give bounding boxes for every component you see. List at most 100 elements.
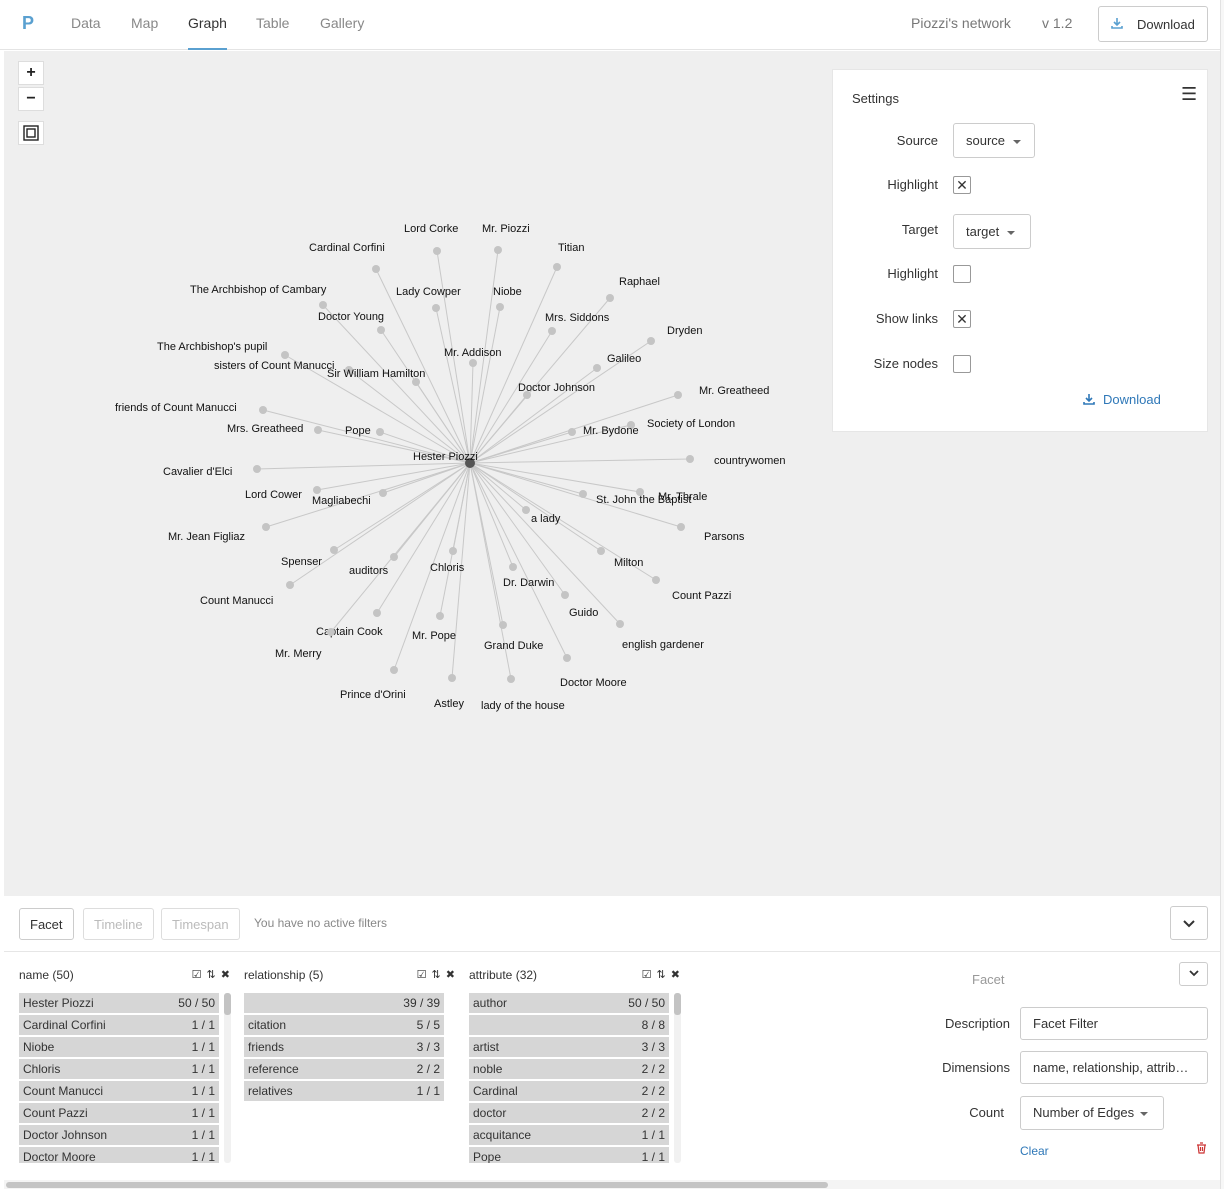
collapse-filters-button[interactable] — [1170, 906, 1208, 940]
graph-node[interactable] — [563, 654, 571, 662]
graph-node[interactable] — [593, 364, 601, 372]
sort-icon[interactable]: ⇅ — [431, 969, 442, 981]
graph-node[interactable] — [330, 546, 338, 554]
graph-node[interactable] — [507, 675, 515, 683]
graph-node[interactable] — [499, 621, 507, 629]
close-icon[interactable]: ✖ — [445, 969, 456, 981]
dimension-list[interactable]: Hester Piozzi 50 / 50 Cardinal Corfini 1 / … — [19, 993, 219, 1163]
graph-node[interactable] — [281, 351, 289, 359]
tab-gallery[interactable]: Gallery — [320, 15, 365, 31]
graph-node[interactable] — [469, 359, 477, 367]
graph-node[interactable] — [553, 263, 561, 271]
graph-node[interactable] — [314, 426, 322, 434]
graph-node[interactable] — [262, 523, 270, 531]
count-select[interactable]: Number of Edges — [1020, 1096, 1164, 1130]
list-item[interactable]: Cardinal Corfini 1 / 1 — [19, 1015, 219, 1035]
tab-map[interactable]: Map — [131, 15, 159, 31]
list-item[interactable]: Count Pazzi 1 / 1 — [19, 1103, 219, 1123]
network-graph[interactable]: Lord Corke Mr. Piozzi Cardinal Corfini Titi… — [4, 51, 832, 896]
list-item[interactable]: Count Manucci 1 / 1 — [19, 1081, 219, 1101]
dimension-tools[interactable]: ☑ ⇅ ✖ — [642, 968, 681, 981]
list-item[interactable]: artist 3 / 3 — [469, 1037, 669, 1057]
highlight-target-checkbox[interactable] — [953, 265, 971, 283]
graph-node[interactable] — [494, 246, 502, 254]
tab-data[interactable]: Data — [71, 15, 101, 31]
graph-node[interactable] — [522, 506, 530, 514]
list-item[interactable]: friends 3 / 3 — [244, 1037, 444, 1057]
list-item[interactable]: noble 2 / 2 — [469, 1059, 669, 1079]
graph-node[interactable] — [327, 628, 335, 636]
graph-node[interactable] — [579, 490, 587, 498]
list-item[interactable]: Doctor Johnson 1 / 1 — [19, 1125, 219, 1145]
show-links-checkbox[interactable]: ✕ — [953, 310, 971, 328]
graph-node[interactable] — [449, 547, 457, 555]
dimension-list[interactable]: 39 / 39 citation 5 / 5 friends 3 / 3 referenc… — [244, 993, 444, 1163]
graph-node[interactable] — [686, 455, 694, 463]
list-item[interactable]: author 50 / 50 — [469, 993, 669, 1013]
graph-center-node[interactable] — [465, 458, 475, 468]
graph-node[interactable] — [606, 294, 614, 302]
list-scrollbar[interactable] — [224, 993, 231, 1163]
graph-node[interactable] — [647, 337, 655, 345]
graph-node[interactable] — [319, 301, 327, 309]
tab-graph[interactable]: Graph — [188, 15, 227, 50]
dimension-tools[interactable]: ☑ ⇅ ✖ — [417, 968, 456, 981]
graph-node[interactable] — [433, 247, 441, 255]
horizontal-scrollbar-thumb[interactable] — [6, 1182, 828, 1188]
graph-node[interactable] — [286, 581, 294, 589]
select-all-icon[interactable]: ☑ — [191, 969, 203, 981]
list-item[interactable]: Doctor Moore 1 / 1 — [19, 1147, 219, 1163]
close-icon[interactable]: ✖ — [220, 969, 231, 981]
graph-node[interactable] — [313, 486, 321, 494]
graph-node[interactable] — [636, 488, 644, 496]
select-all-icon[interactable]: ☑ — [641, 969, 653, 981]
graph-node[interactable] — [652, 576, 660, 584]
list-scrollbar-thumb[interactable] — [224, 993, 231, 1015]
graph-node[interactable] — [253, 465, 261, 473]
graph-node[interactable] — [259, 406, 267, 414]
fit-view-button[interactable] — [18, 121, 44, 145]
sort-icon[interactable]: ⇅ — [206, 969, 217, 981]
list-item[interactable]: acquitance 1 / 1 — [469, 1125, 669, 1145]
graph-node[interactable] — [412, 378, 420, 386]
list-item[interactable]: citation 5 / 5 — [244, 1015, 444, 1035]
graph-node[interactable] — [496, 303, 504, 311]
list-item[interactable]: 39 / 39 — [244, 993, 444, 1013]
graph-node[interactable] — [376, 428, 384, 436]
graph-node[interactable] — [372, 265, 380, 273]
zoom-in-button[interactable]: + — [18, 61, 44, 85]
graph-node[interactable] — [377, 326, 385, 334]
graph-node[interactable] — [432, 304, 440, 312]
graph-node[interactable] — [373, 609, 381, 617]
tab-timespan[interactable]: Timespan — [161, 908, 240, 940]
clear-link[interactable]: Clear — [1020, 1144, 1049, 1158]
list-item[interactable]: Hester Piozzi 50 / 50 — [19, 993, 219, 1013]
tab-table[interactable]: Table — [256, 15, 290, 31]
trash-icon[interactable] — [1196, 1142, 1207, 1157]
graph-node[interactable] — [436, 612, 444, 620]
graph-node[interactable] — [616, 620, 624, 628]
list-item[interactable]: 8 / 8 — [469, 1015, 669, 1035]
download-button[interactable]: Download — [1098, 6, 1208, 42]
list-scrollbar-thumb[interactable] — [674, 993, 681, 1015]
size-nodes-checkbox[interactable] — [953, 355, 971, 373]
graph-node[interactable] — [390, 553, 398, 561]
close-icon[interactable]: ✖ — [670, 969, 681, 981]
zoom-out-button[interactable]: − — [18, 87, 44, 111]
app-logo[interactable]: P — [22, 13, 35, 33]
graph-node[interactable] — [561, 591, 569, 599]
graph-node[interactable] — [523, 391, 531, 399]
list-item[interactable]: Cardinal 2 / 2 — [469, 1081, 669, 1101]
project-title[interactable]: Piozzi's network — [911, 15, 1011, 31]
dimension-tools[interactable]: ☑ ⇅ ✖ — [192, 968, 231, 981]
select-all-icon[interactable]: ☑ — [416, 969, 428, 981]
tab-timeline[interactable]: Timeline — [83, 908, 154, 940]
description-input[interactable]: Facet Filter — [1020, 1007, 1208, 1040]
list-item[interactable]: Pope 1 / 1 — [469, 1147, 669, 1163]
list-item[interactable]: relatives 1 / 1 — [244, 1081, 444, 1101]
graph-node[interactable] — [345, 366, 353, 374]
graph-node[interactable] — [509, 563, 517, 571]
highlight-source-checkbox[interactable]: ✕ — [953, 176, 971, 194]
graph-node[interactable] — [597, 547, 605, 555]
